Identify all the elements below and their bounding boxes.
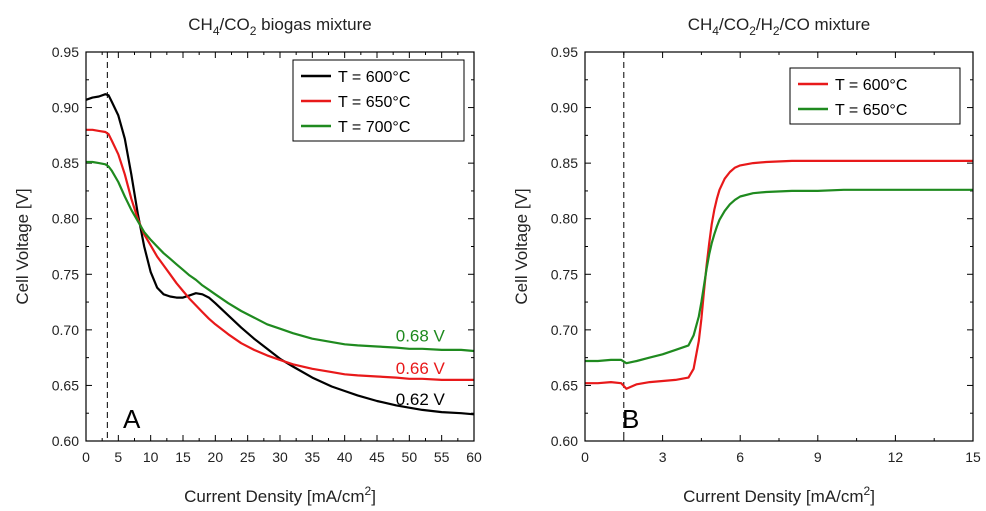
- x-axis-label: Current Density [mA/cm2]: [683, 484, 875, 506]
- title-part: /H: [756, 15, 773, 34]
- x-axis-label-end: ]: [870, 487, 875, 506]
- series-line-2: [86, 160, 475, 353]
- y-tick-label: 0.95: [52, 44, 79, 60]
- x-tick-label: 20: [208, 449, 224, 465]
- x-tick-label: 9: [814, 449, 822, 465]
- chart-title: CH4/CO2/H2/CO mixture: [688, 15, 871, 38]
- legend-label: T = 700°C: [338, 119, 410, 136]
- x-tick-label: 45: [369, 449, 385, 465]
- plot-frame: [85, 51, 475, 442]
- x-tick-label: 15: [965, 449, 981, 465]
- y-tick-label: 0.60: [52, 433, 79, 449]
- title-part: biogas mixture: [256, 15, 371, 34]
- x-tick-label: 12: [888, 449, 904, 465]
- value-annotation: 0.68 V: [396, 327, 446, 346]
- y-tick-label: 0.65: [52, 377, 79, 393]
- series-line-1: [86, 128, 474, 381]
- series-line-0: [85, 93, 475, 416]
- y-tick-label: 0.65: [551, 377, 578, 393]
- x-tick-label: 5: [114, 449, 122, 465]
- x-tick-label: 3: [659, 449, 667, 465]
- chart-title: CH4/CO2 biogas mixture: [188, 15, 371, 38]
- title-part: /CO: [719, 15, 749, 34]
- y-tick-label: 0.70: [551, 322, 578, 338]
- title-part: /CO: [220, 15, 250, 34]
- series-line-0: [585, 159, 973, 390]
- y-tick-label: 0.70: [52, 322, 79, 338]
- legend-label: T = 600°C: [835, 77, 907, 94]
- x-tick-label: 6: [736, 449, 744, 465]
- title-part: /CO mixture: [780, 15, 871, 34]
- x-tick-label: 60: [466, 449, 482, 465]
- legend-box: [789, 67, 961, 125]
- x-axis-label: Current Density [mA/cm2]: [184, 484, 376, 506]
- x-axis-label-end: ]: [371, 487, 376, 506]
- y-axis-label: Cell Voltage [V]: [512, 188, 531, 304]
- plot-frame: [584, 51, 974, 442]
- x-tick-label: 30: [272, 449, 288, 465]
- y-tick-label: 0.80: [52, 211, 79, 227]
- y-tick-label: 0.85: [52, 155, 79, 171]
- x-tick-label: 10: [143, 449, 159, 465]
- y-tick-label: 0.90: [52, 100, 79, 116]
- legend-label: T = 650°C: [338, 94, 410, 111]
- x-tick-label: 35: [305, 449, 321, 465]
- y-tick-label: 0.75: [52, 266, 79, 282]
- title-subscript: 2: [773, 24, 780, 38]
- x-tick-label: 0: [581, 449, 589, 465]
- title-subscript: 4: [213, 24, 220, 38]
- y-tick-label: 0.80: [551, 211, 578, 227]
- chart-panel-biogas: CH4/CO2 biogas mixture0.600.650.700.750.…: [13, 15, 482, 506]
- title-part: CH: [188, 15, 213, 34]
- value-annotation: 0.62 V: [396, 390, 446, 409]
- title-subscript: 4: [712, 24, 719, 38]
- x-axis-label-sup: 2: [864, 484, 871, 498]
- legend-label: T = 650°C: [835, 102, 907, 119]
- x-axis-label-main: Current Density [mA/cm: [184, 487, 364, 506]
- title-subscript: 2: [250, 24, 257, 38]
- y-tick-label: 0.95: [551, 44, 578, 60]
- x-axis-label-main: Current Density [mA/cm: [683, 487, 863, 506]
- panel-label: A: [123, 404, 141, 434]
- value-annotation: 0.66 V: [396, 359, 446, 378]
- y-tick-label: 0.90: [551, 100, 578, 116]
- title-part: CH: [688, 15, 713, 34]
- x-tick-label: 50: [402, 449, 418, 465]
- x-tick-label: 25: [240, 449, 256, 465]
- x-tick-label: 15: [175, 449, 191, 465]
- chart-panel-mixture: CH4/CO2/H2/CO mixture0.600.650.700.750.8…: [512, 15, 981, 506]
- x-tick-label: 40: [337, 449, 353, 465]
- x-tick-label: 0: [82, 449, 90, 465]
- y-tick-label: 0.85: [551, 155, 578, 171]
- x-axis-label-sup: 2: [365, 484, 372, 498]
- y-tick-label: 0.60: [551, 433, 578, 449]
- series-line-1: [585, 188, 973, 365]
- legend-label: T = 600°C: [338, 69, 410, 86]
- title-subscript: 2: [749, 24, 756, 38]
- y-tick-label: 0.75: [551, 266, 578, 282]
- panel-label: B: [622, 404, 639, 434]
- x-tick-label: 55: [434, 449, 450, 465]
- y-axis-label: Cell Voltage [V]: [13, 188, 32, 304]
